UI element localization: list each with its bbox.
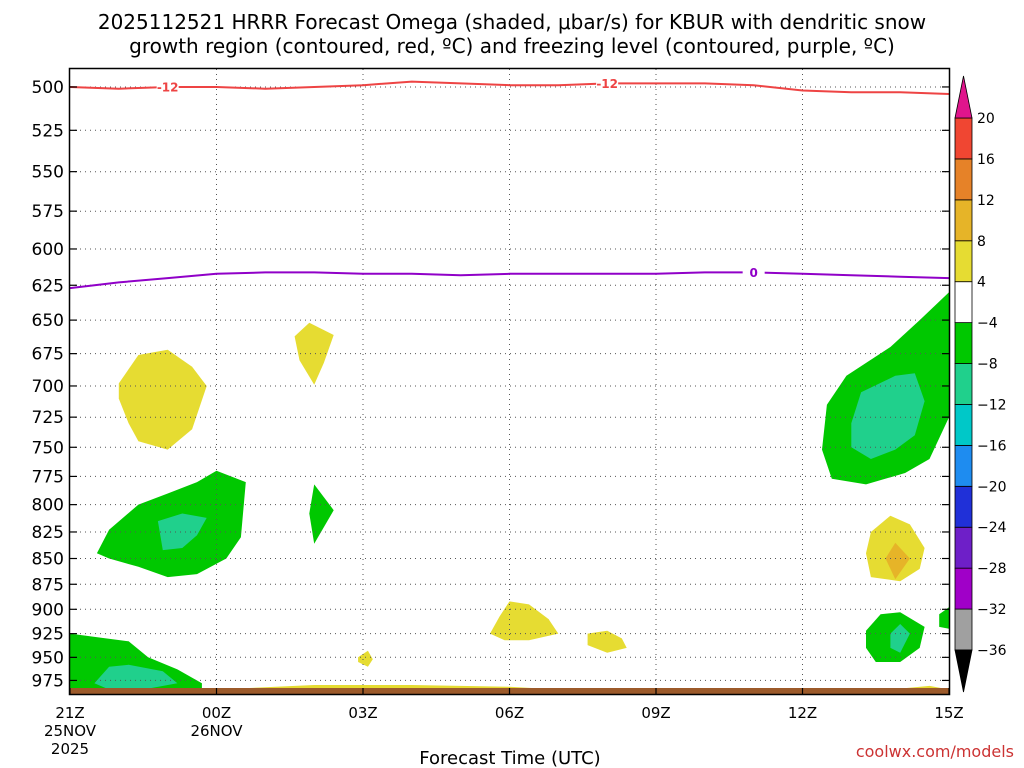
x-tick-label-15-0: 12Z — [788, 704, 817, 722]
colorbar-label-0: −36 — [977, 643, 1007, 659]
omega-region-8 — [157, 513, 207, 551]
x-tick-label-6-0: 03Z — [348, 704, 377, 722]
credit-link[interactable]: coolwx.com/models — [856, 742, 1014, 761]
y-tick-label-775: 775 — [32, 467, 64, 487]
omega-region-11 — [94, 664, 178, 690]
contour-label-bg-0-0 — [156, 79, 179, 94]
y-tick-label-725: 725 — [32, 408, 64, 428]
y-tick-label-950: 950 — [32, 648, 64, 668]
colorbar-label-8: −4 — [977, 316, 998, 332]
omega-region-16 — [939, 607, 949, 629]
colorbar-bin-1 — [954, 567, 973, 610]
colorbar-label-12: 16 — [977, 152, 995, 168]
x-tick-label-0-2: 2025 — [51, 740, 89, 758]
omega-region-3 — [587, 630, 627, 653]
contour-line-1 — [70, 271, 949, 290]
colorbar-bin-10 — [954, 199, 973, 242]
y-tick-label-750: 750 — [32, 438, 64, 458]
colorbar-label-7: −8 — [977, 357, 998, 373]
colorbar-label-5: −16 — [977, 438, 1007, 454]
x-tick-label-3-1: 26NOV — [190, 722, 243, 740]
colorbar-bin-4 — [954, 444, 973, 487]
chart-title-line1: 2025112521 HRRR Forecast Omega (shaded, … — [98, 10, 926, 34]
y-tick-label-825: 825 — [32, 523, 64, 543]
colorbar-label-9: 4 — [977, 275, 986, 291]
contour-label-bg-1-0 — [742, 265, 765, 280]
omega-region-4 — [358, 650, 373, 667]
colorbar-bin-12 — [954, 117, 973, 160]
chart-title-line2: growth region (contoured, red, ºC) and f… — [129, 34, 895, 58]
colorbar-label-10: 8 — [977, 234, 986, 250]
x-tick-label-0-1: 25NOV — [44, 722, 97, 740]
omega-region-6 — [885, 542, 910, 580]
colorbar-label-1: −32 — [977, 602, 1007, 618]
y-tick-label-875: 875 — [32, 575, 64, 595]
y-tick-label-675: 675 — [32, 345, 64, 365]
colorbar-under-arrow — [954, 649, 973, 693]
y-tick-label-925: 925 — [32, 625, 64, 645]
x-axis-label: Forecast Time (UTC) — [419, 748, 600, 768]
y-tick-label-550: 550 — [32, 163, 64, 183]
colorbar-bin-0 — [954, 608, 973, 651]
y-tick-label-900: 900 — [32, 600, 64, 620]
y-tick-label-800: 800 — [32, 496, 64, 516]
temperature-contours: -12 -12 0 — [70, 76, 949, 290]
x-tick-label-3-0: 00Z — [202, 704, 231, 722]
colorbar-bin-8 — [954, 281, 973, 324]
plot-frame — [68, 67, 951, 696]
y-tick-label-575: 575 — [32, 202, 64, 222]
x-tick-label-12-0: 09Z — [641, 704, 670, 722]
y-tick-label-975: 975 — [32, 671, 64, 691]
omega-region-9 — [309, 484, 334, 544]
contour-label-1-0: 0 — [749, 266, 757, 280]
grid-lines — [70, 69, 949, 694]
y-tick-label-850: 850 — [32, 550, 64, 570]
contour-line-0 — [70, 80, 949, 95]
omega-region-15 — [890, 624, 910, 653]
x-tick-label-18-0: 15Z — [934, 704, 963, 722]
y-tick-label-650: 650 — [32, 311, 64, 331]
colorbar-bin-11 — [954, 158, 973, 201]
y-tick-label-525: 525 — [32, 121, 64, 141]
y-tick-label-625: 625 — [32, 276, 64, 296]
omega-region-13 — [851, 373, 925, 459]
colorbar-label-4: −20 — [977, 479, 1007, 495]
y-tick-label-700: 700 — [32, 377, 64, 397]
x-tick-label-9-0: 06Z — [495, 704, 524, 722]
y-axis: 500 525 550 575 600 625 650 675 700 725 750 775 800 8… — [32, 78, 949, 691]
colorbar-bin-3 — [954, 485, 973, 528]
omega-region-1 — [294, 322, 334, 385]
contour-label-bg-0-1 — [596, 76, 619, 91]
colorbar-bin-2 — [954, 526, 973, 569]
y-tick-label-500: 500 — [32, 78, 64, 98]
omega-shading — [70, 292, 949, 690]
colorbar: −36 −32 −28 −24 −20 −16 −12 −8 −4 4 8 12 16 20 — [954, 75, 1007, 693]
omega-region-0 — [118, 349, 207, 450]
colorbar-label-2: −28 — [977, 561, 1007, 577]
y-tick-label-600: 600 — [32, 240, 64, 260]
x-tick-label-0-0: 21Z — [55, 704, 84, 722]
colorbar-bin-5 — [954, 404, 973, 446]
omega-region-2 — [490, 601, 559, 641]
colorbar-bin-6 — [954, 363, 973, 405]
colorbar-bin-9 — [954, 240, 973, 283]
colorbar-label-13: 20 — [977, 111, 995, 127]
contour-label-0-0: -12 — [157, 80, 179, 94]
contour-label-0-1: -12 — [596, 77, 618, 91]
colorbar-label-11: 12 — [977, 193, 995, 209]
colorbar-label-3: −24 — [977, 520, 1007, 536]
colorbar-bin-7 — [954, 322, 973, 364]
colorbar-label-6: −12 — [977, 397, 1007, 413]
colorbar-over-arrow — [954, 75, 973, 119]
